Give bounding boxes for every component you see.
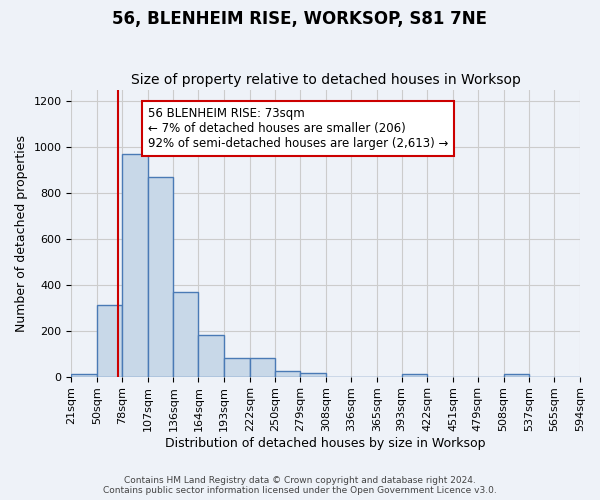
Text: 56 BLENHEIM RISE: 73sqm
← 7% of detached houses are smaller (206)
92% of semi-de: 56 BLENHEIM RISE: 73sqm ← 7% of detached… [148, 107, 448, 150]
Text: Contains HM Land Registry data © Crown copyright and database right 2024.
Contai: Contains HM Land Registry data © Crown c… [103, 476, 497, 495]
Bar [224, 358, 250, 376]
Bar [199, 336, 224, 376]
Bar [275, 371, 301, 376]
Bar [122, 154, 148, 376]
X-axis label: Distribution of detached houses by size in Worksop: Distribution of detached houses by size … [166, 437, 486, 450]
Bar [401, 374, 427, 376]
Bar [148, 177, 173, 376]
Bar [250, 358, 275, 376]
Text: 56, BLENHEIM RISE, WORKSOP, S81 7NE: 56, BLENHEIM RISE, WORKSOP, S81 7NE [113, 10, 487, 28]
Y-axis label: Number of detached properties: Number of detached properties [15, 134, 28, 332]
Bar [301, 373, 326, 376]
Bar [503, 374, 529, 376]
Title: Size of property relative to detached houses in Worksop: Size of property relative to detached ho… [131, 73, 521, 87]
Bar [173, 292, 199, 376]
Bar [97, 306, 122, 376]
Bar [71, 374, 97, 376]
